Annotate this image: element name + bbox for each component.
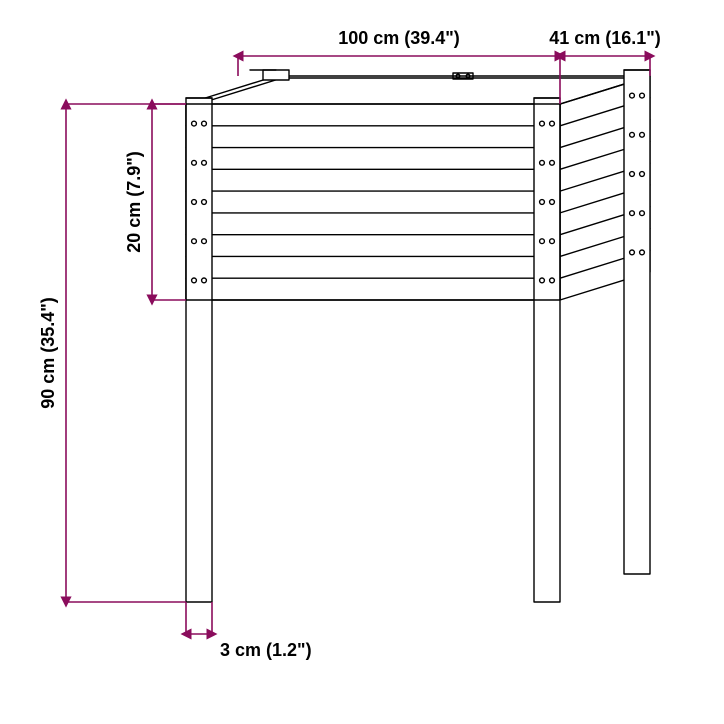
planter-drawing bbox=[186, 70, 650, 602]
dim-height-label: 90 cm (35.4") bbox=[38, 297, 58, 409]
dim-width-label: 100 cm (39.4") bbox=[338, 28, 460, 48]
dim-boxh-label: 20 cm (7.9") bbox=[124, 151, 144, 253]
dim-legw-label: 3 cm (1.2") bbox=[220, 640, 312, 660]
dim-depth-label: 41 cm (16.1") bbox=[549, 28, 661, 48]
